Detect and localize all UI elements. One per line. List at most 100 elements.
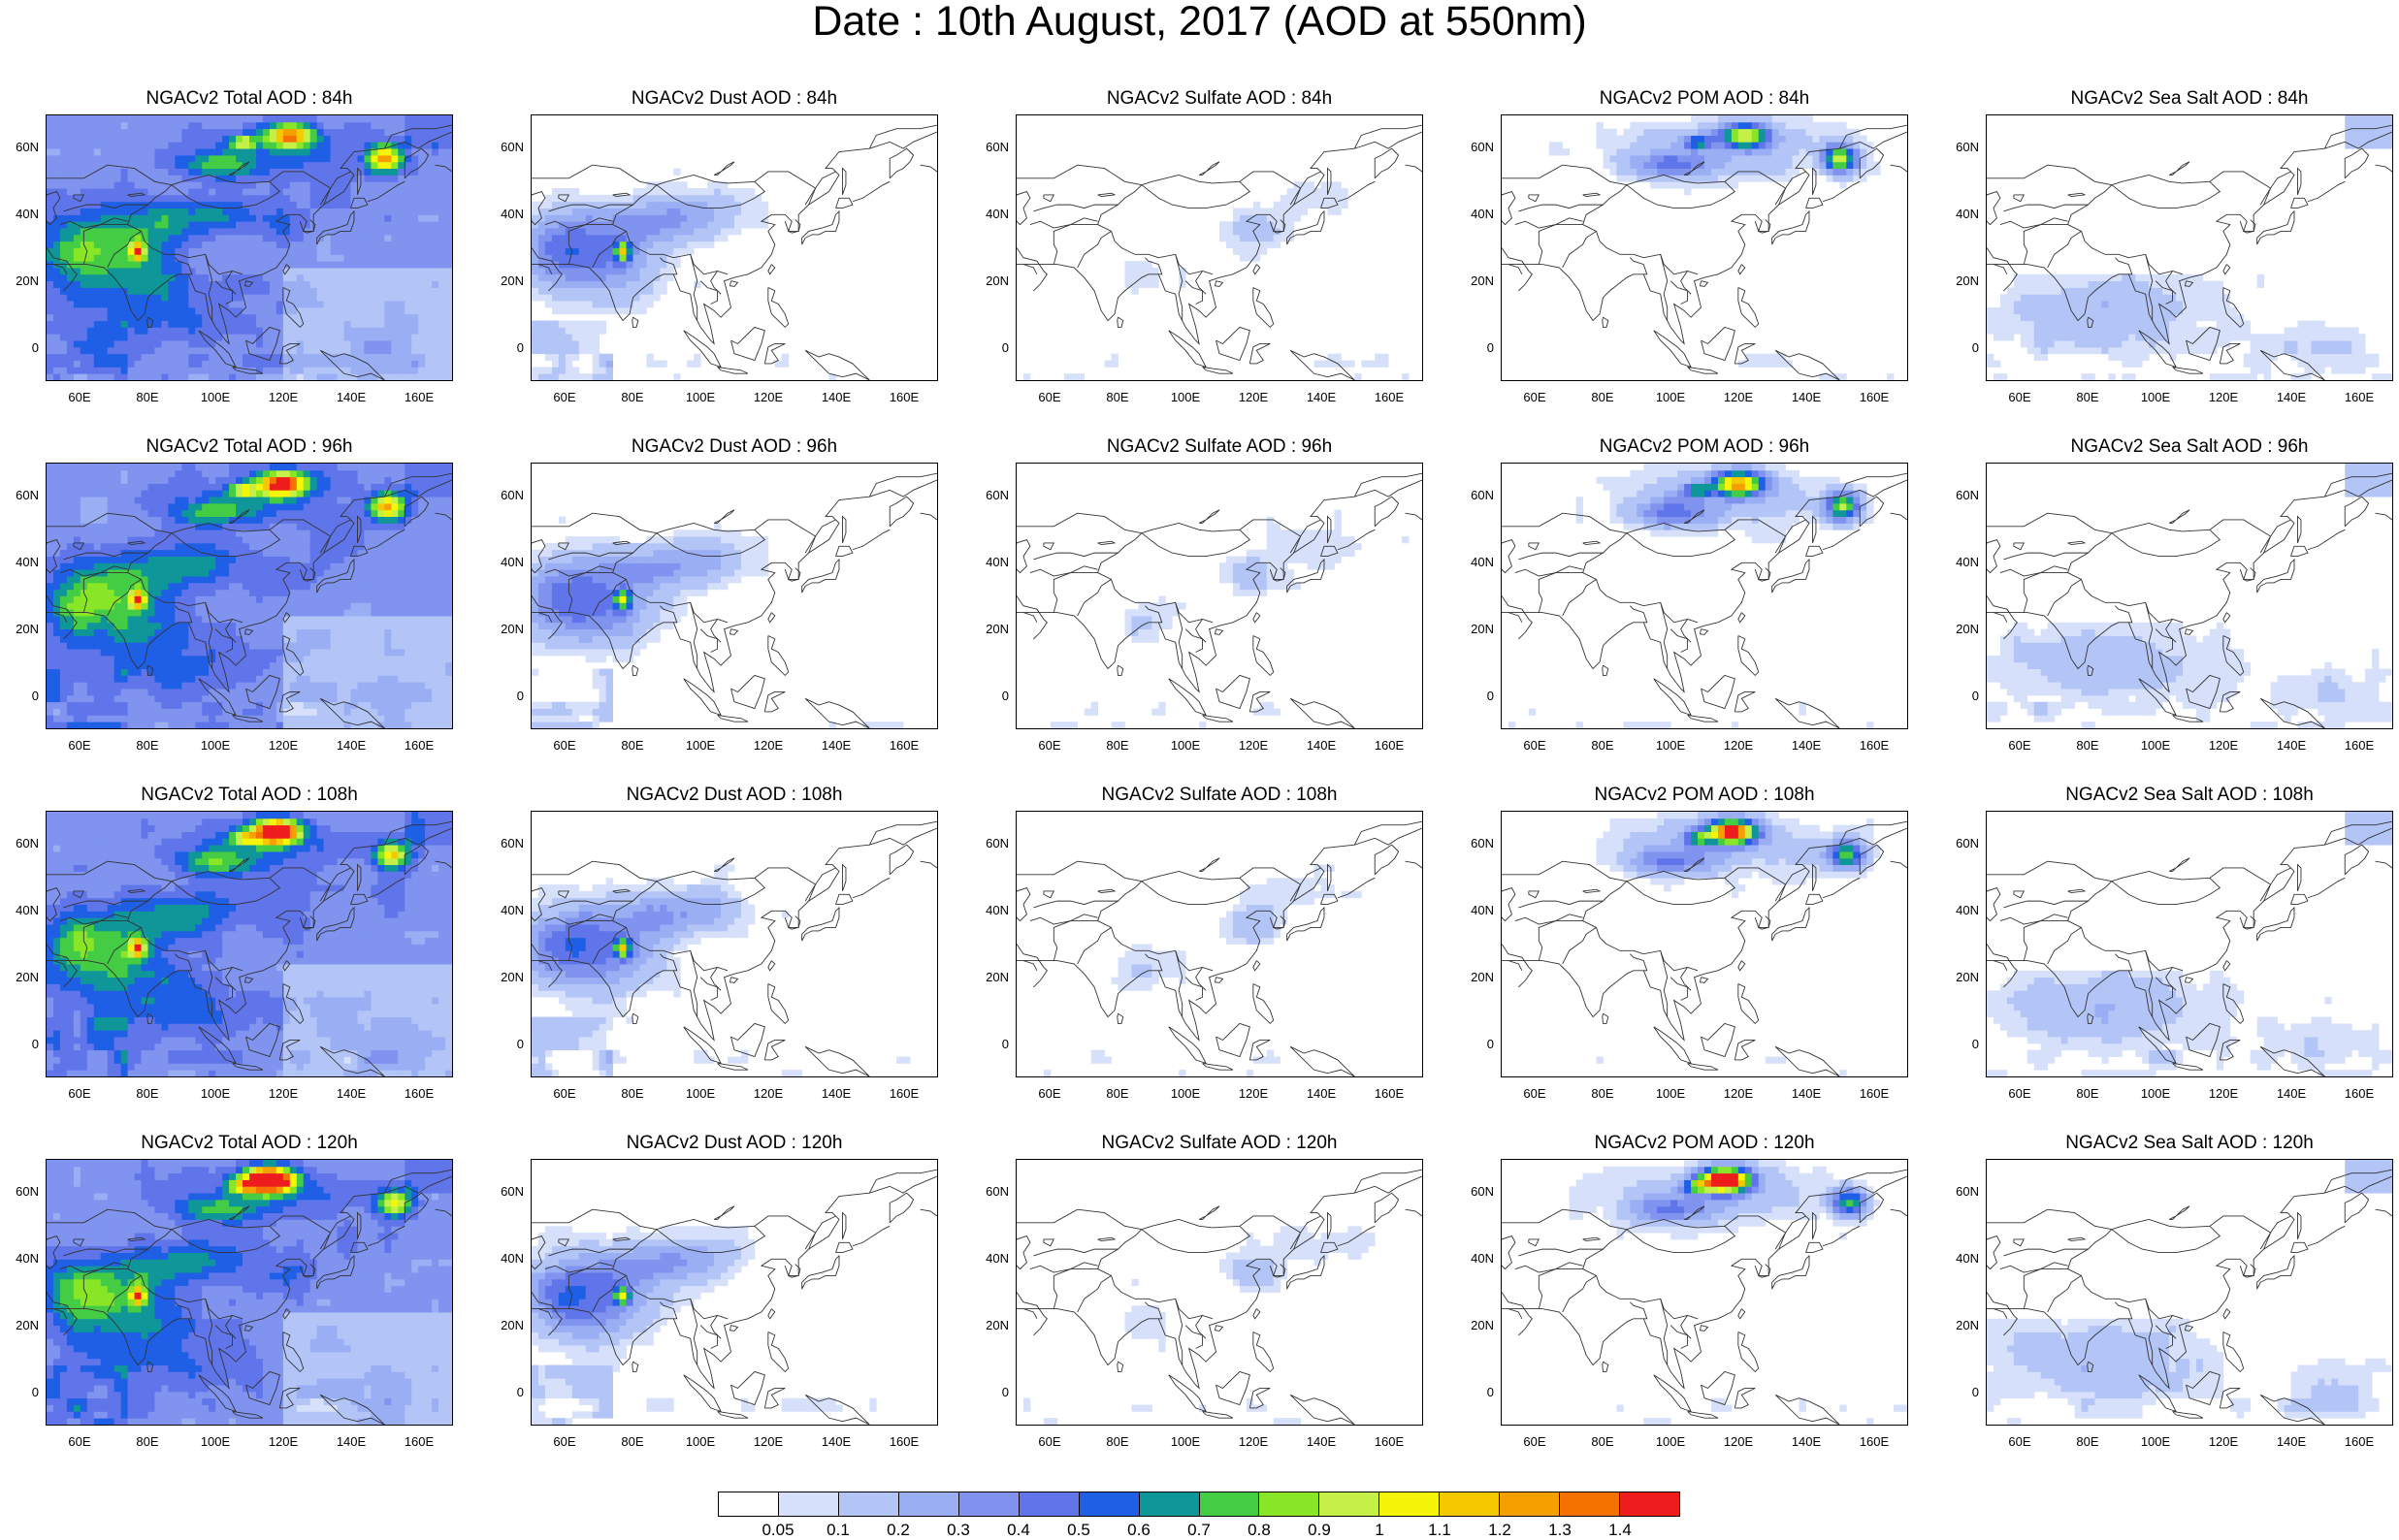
aod-field-map	[1502, 1160, 1907, 1425]
x-tick-label: 140E	[2276, 390, 2307, 404]
colorbar-cell	[778, 1492, 839, 1516]
colorbar-label: 1.1	[1428, 1521, 1451, 1539]
x-tick-label: 60E	[1523, 1086, 1546, 1101]
y-tick-label: 0	[1971, 1036, 1979, 1051]
map-area	[46, 114, 453, 381]
colorbar-cell	[1560, 1492, 1621, 1516]
x-tick-label: 120E	[268, 1086, 299, 1101]
x-tick-label: 120E	[753, 1434, 784, 1449]
x-tick-label: 80E	[136, 1086, 159, 1101]
y-tick-label: 0	[1001, 1384, 1009, 1399]
colorbar-label: 1	[1375, 1521, 1384, 1539]
y-tick-label: 60N	[1956, 1184, 1979, 1200]
map-area	[1501, 811, 1908, 1077]
x-tick-label: 140E	[336, 1086, 367, 1101]
colorbar-label: 0.2	[887, 1521, 910, 1539]
x-tick-label: 60E	[2008, 738, 2031, 753]
panel-title: NGACv2 Sulfate AOD : 96h	[1106, 436, 1333, 457]
y-tick-label: 60N	[1956, 836, 1979, 851]
x-tick-label: 120E	[268, 390, 299, 404]
aod-shading	[47, 1160, 452, 1425]
y-tick-label: 20N	[501, 1317, 524, 1332]
y-tick-label: 60N	[16, 488, 39, 503]
colorbar-cell	[1379, 1492, 1441, 1516]
x-tick-label: 100E	[1170, 1434, 1201, 1449]
colorbar-label: 1.3	[1548, 1521, 1572, 1539]
coastlines	[1017, 472, 1422, 728]
x-tick-label: 80E	[621, 1086, 644, 1101]
y-tick-label: 60N	[1956, 488, 1979, 503]
panel-title: NGACv2 Sea Salt AOD : 120h	[2065, 1133, 2314, 1153]
colorbar-label: 0.3	[947, 1521, 970, 1539]
panel-title: NGACv2 Sea Salt AOD : 96h	[2070, 436, 2309, 457]
aod-field-map	[1017, 1169, 1422, 1425]
coastlines	[47, 124, 452, 380]
x-tick-label: 100E	[1655, 390, 1686, 404]
x-tick-label: 140E	[336, 1434, 367, 1449]
aod-shading	[1022, 1226, 1376, 1425]
y-tick-label: 20N	[16, 969, 39, 984]
figure-title: Date : 10th August, 2017 (AOD at 550nm)	[812, 0, 1587, 45]
y-tick-label: 20N	[1471, 273, 1494, 288]
x-tick-label: 60E	[68, 738, 91, 753]
x-tick-label: 160E	[404, 1086, 435, 1101]
x-tick-label: 140E	[1306, 1086, 1337, 1101]
map-panel-total-120h: NGACv2 Total AOD : 120h 60N 40N 20N 0 60E 80E 1…	[0, 1133, 485, 1484]
y-tick-label: 20N	[1471, 1317, 1494, 1332]
map-panel-seasalt-108h: NGACv2 Sea Salt AOD : 108h 60N 40N 20N 0 60E 8…	[1940, 785, 2399, 1136]
map-panel-dust-108h: NGACv2 Dust AOD : 108h 60N 40N 20N 0 60E 80E 10…	[485, 785, 970, 1136]
y-tick-label: 60N	[16, 140, 39, 155]
aod-field-map	[1987, 115, 2392, 380]
x-tick-label: 80E	[1591, 1086, 1614, 1101]
x-tick-label: 80E	[2076, 738, 2099, 753]
y-tick-label: 40N	[1471, 555, 1494, 570]
x-tick-label: 60E	[68, 1086, 91, 1101]
y-tick-label: 40N	[1471, 207, 1494, 222]
x-tick-label: 100E	[200, 1434, 231, 1449]
y-tick-label: 40N	[501, 207, 524, 222]
colorbar-cell	[1440, 1492, 1501, 1516]
x-tick-label: 100E	[200, 738, 231, 753]
x-tick-label: 60E	[553, 738, 576, 753]
x-tick-label: 140E	[821, 1434, 852, 1449]
x-tick-label: 160E	[1859, 390, 1890, 404]
x-tick-label: 120E	[268, 1434, 299, 1449]
y-tick-label: 20N	[1956, 621, 1979, 636]
map-panel-total-84h: NGACv2 Total AOD : 84h 60N 40N 20N 0 60E 80E 10…	[0, 88, 485, 439]
panel-title: NGACv2 Dust AOD : 120h	[626, 1133, 843, 1153]
x-tick-label: 80E	[1591, 738, 1614, 753]
x-tick-label: 80E	[2076, 390, 2099, 404]
x-tick-label: 60E	[553, 1086, 576, 1101]
map-area	[1986, 114, 2393, 381]
y-tick-label: 40N	[1956, 555, 1979, 570]
y-tick-label: 60N	[1471, 1184, 1494, 1200]
y-tick-label: 20N	[1956, 1317, 1979, 1332]
x-tick-label: 60E	[1523, 390, 1546, 404]
colorbar-label: 0.6	[1127, 1521, 1151, 1539]
coastlines	[1502, 820, 1907, 1076]
x-tick-label: 120E	[2208, 1434, 2239, 1449]
x-tick-label: 120E	[1723, 1434, 1754, 1449]
x-tick-label: 120E	[1238, 390, 1269, 404]
map-area	[1016, 463, 1423, 729]
aod-shading	[1050, 509, 1410, 728]
aod-shading	[1043, 864, 1362, 1076]
colorbar-cell	[1199, 1492, 1260, 1516]
coastlines	[1502, 1169, 1907, 1425]
panel-title: NGACv2 Sulfate AOD : 120h	[1101, 1133, 1338, 1153]
y-tick-label: 40N	[501, 555, 524, 570]
aod-field-map	[532, 472, 937, 728]
panel-title: NGACv2 Total AOD : 84h	[146, 88, 353, 109]
x-tick-label: 80E	[1591, 1434, 1614, 1449]
map-panel-pom-84h: NGACv2 POM AOD : 84h 60N 40N 20N 0 60E 80E 100E…	[1455, 88, 1940, 439]
y-tick-label: 0	[516, 339, 524, 355]
x-tick-label: 140E	[821, 738, 852, 753]
map-panel-pom-96h: NGACv2 POM AOD : 96h 60N 40N 20N 0 60E 80E 100E…	[1455, 436, 1940, 787]
x-tick-label: 160E	[1374, 738, 1405, 753]
y-tick-label: 40N	[1956, 903, 1979, 918]
x-tick-label: 60E	[1038, 390, 1061, 404]
x-tick-label: 120E	[753, 738, 784, 753]
x-tick-label: 100E	[2140, 390, 2171, 404]
map-panel-sulfate-120h: NGACv2 Sulfate AOD : 120h 60N 40N 20N 0 60E 80…	[970, 1133, 1455, 1484]
y-tick-label: 60N	[986, 836, 1009, 851]
